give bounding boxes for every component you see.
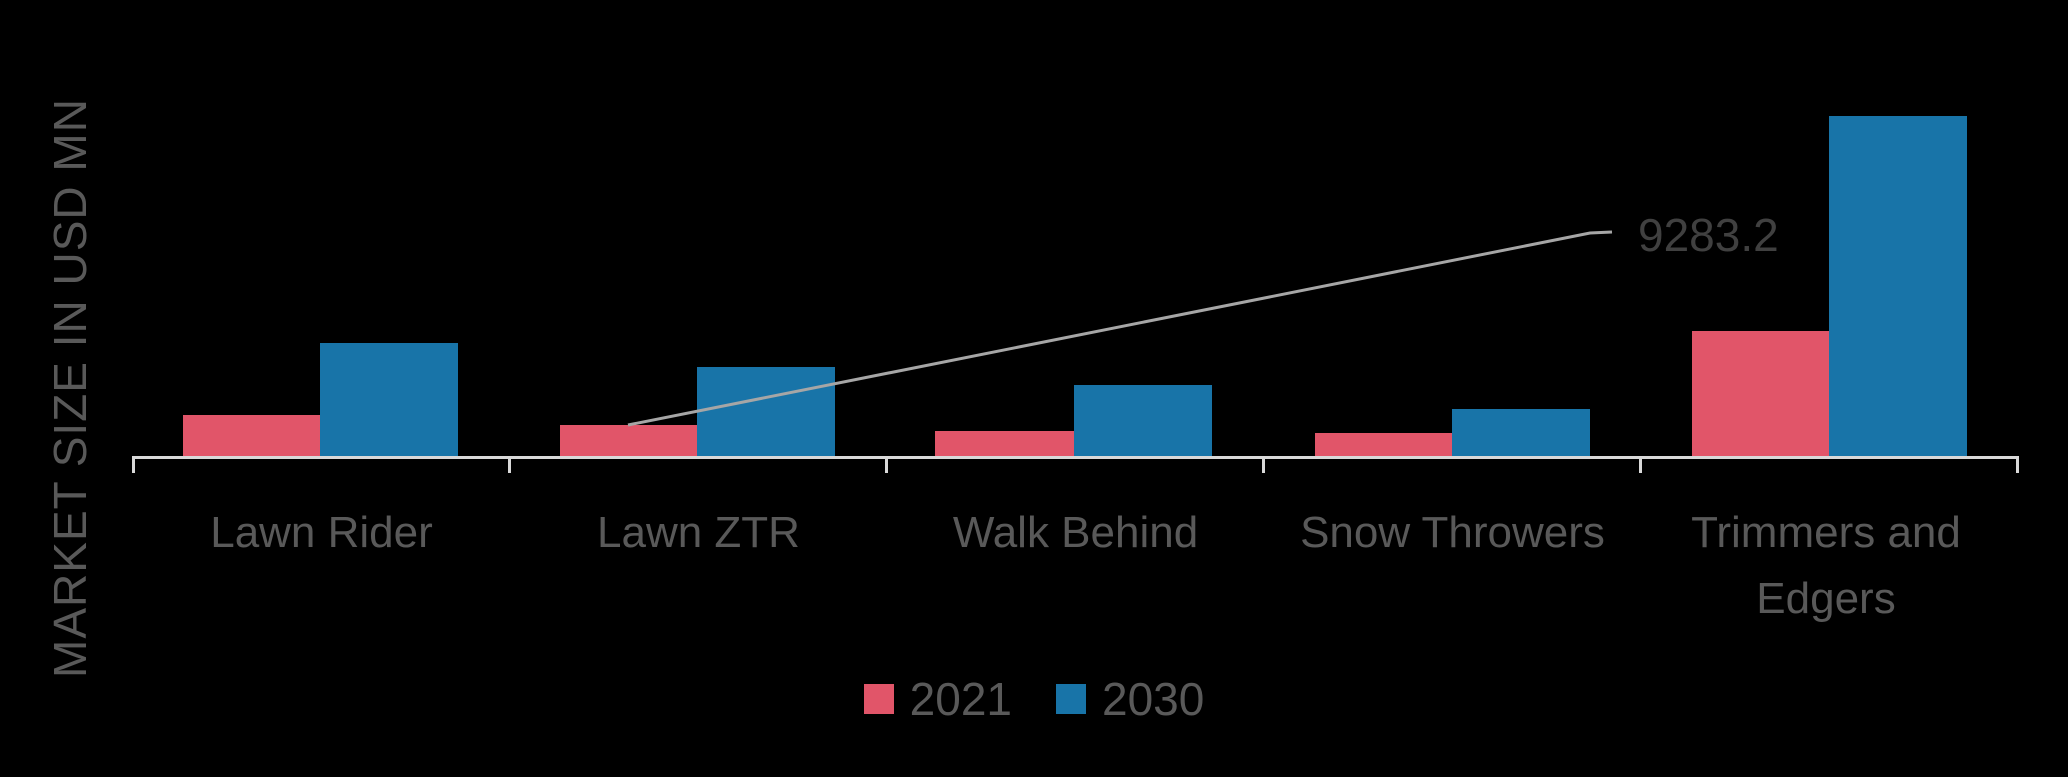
bar-lawn-rider-2021 [183, 415, 320, 456]
legend-item-2030: 2030 [1056, 672, 1204, 726]
legend-swatch-2030 [1056, 684, 1086, 714]
legend-label-2021: 2021 [909, 673, 1012, 725]
legend: 2021 2030 [0, 672, 2068, 726]
x-axis-tick [132, 456, 135, 473]
bar-lawn-rider-2030 [320, 343, 458, 456]
legend-label-2030: 2030 [1102, 673, 1205, 725]
x-axis-tick [1639, 456, 1642, 473]
bar-walk-behind-2030 [1074, 385, 1212, 456]
x-axis-tick [885, 456, 888, 473]
x-axis-label-lawn-ztr: Lawn ZTR [597, 508, 800, 557]
bar-snow-throwers-2021 [1315, 433, 1452, 456]
x-axis-label-walk-behind: Walk Behind [952, 508, 1199, 557]
x-axis-tick [1262, 456, 1265, 473]
x-axis-label-trimmers-edgers: Trimmers and Edgers [1691, 508, 1961, 623]
x-axis-tick [508, 456, 511, 473]
bar-trimmers-edgers-2030 [1829, 116, 1967, 456]
x-axis-label-snow-throwers: Snow Throwers [1300, 508, 1605, 557]
bar-walk-behind-2021 [935, 431, 1074, 456]
x-axis-tick [2016, 456, 2019, 473]
bar-lawn-ztr-2021 [560, 425, 697, 456]
data-label-callout: 9283.2 [1638, 209, 1779, 261]
legend-item-2021: 2021 [863, 672, 1012, 726]
x-axis-line [132, 456, 2019, 459]
bar-snow-throwers-2030 [1452, 409, 1590, 456]
x-axis-label-lawn-rider: Lawn Rider [210, 508, 433, 557]
bar-lawn-ztr-2030 [697, 367, 835, 456]
bar-trimmers-edgers-2021 [1692, 331, 1829, 456]
legend-swatch-2021 [863, 684, 894, 714]
